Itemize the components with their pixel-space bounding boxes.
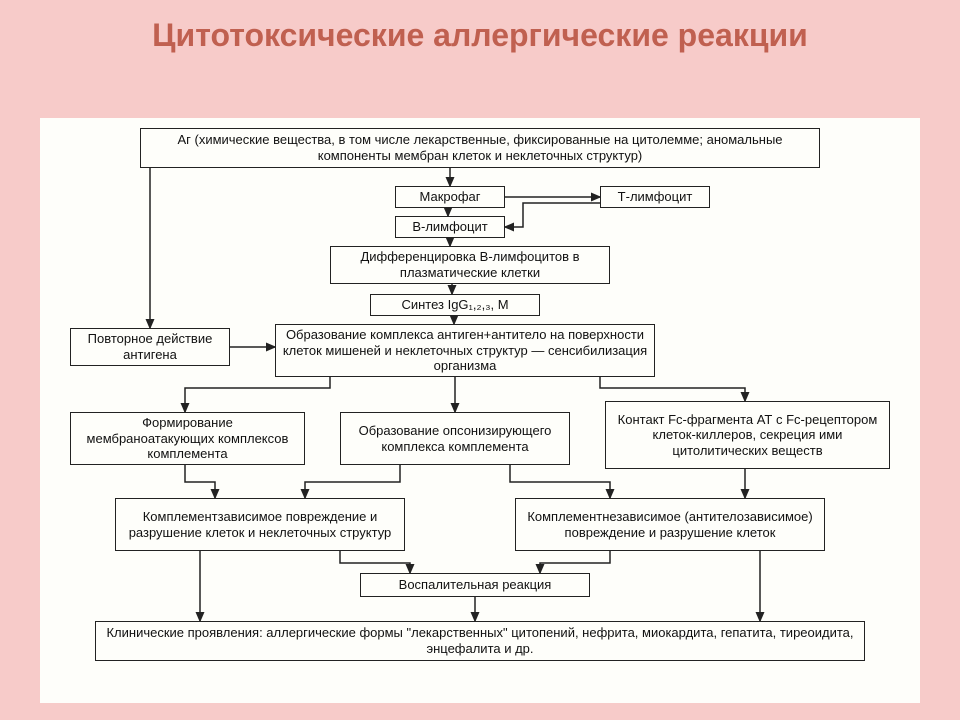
node-compdep: Комплементзависимое повреждение и разруш…: [115, 498, 405, 551]
edge-opson-compdep: [305, 465, 400, 498]
node-compindep: Комплементнезависимое (антителозависимое…: [515, 498, 825, 551]
node-inflam: Воспалительная реакция: [360, 573, 590, 597]
node-blymph: В-лимфоцит: [395, 216, 505, 238]
node-form: Формирование мембраноатакующих комплексо…: [70, 412, 305, 465]
edge-tlymph-blymph: [505, 203, 600, 227]
node-synth: Синтез IgG₁,₂,₃, M: [370, 294, 540, 316]
node-complex: Образование комплекса антиген+антитело н…: [275, 324, 655, 377]
node-tlymph: Т-лимфоцит: [600, 186, 710, 208]
page-title: Цитотоксические аллергические реакции: [0, 0, 960, 65]
edge-form-compdep: [185, 465, 215, 498]
edge-opson-compindep: [510, 465, 610, 498]
node-diff: Дифференцировка В-лимфоцитов в плазматич…: [330, 246, 610, 284]
edge-complex-fc: [600, 377, 745, 401]
node-opson: Образование опсонизирующего комплекса ко…: [340, 412, 570, 465]
edge-complex-form: [185, 377, 330, 412]
node-repeat: Повторное действие антигена: [70, 328, 230, 366]
node-clinical: Клинические проявления: аллергические фо…: [95, 621, 865, 661]
node-macro: Макрофаг: [395, 186, 505, 208]
edge-compdep-inflam: [340, 551, 410, 573]
node-ag: Аг (химические вещества, в том числе лек…: [140, 128, 820, 168]
flowchart-panel: Аг (химические вещества, в том числе лек…: [40, 118, 920, 703]
edge-compindep-inflam: [540, 551, 610, 573]
node-fc: Контакт Fс-фрагмента АТ с Fс-рецептором …: [605, 401, 890, 469]
